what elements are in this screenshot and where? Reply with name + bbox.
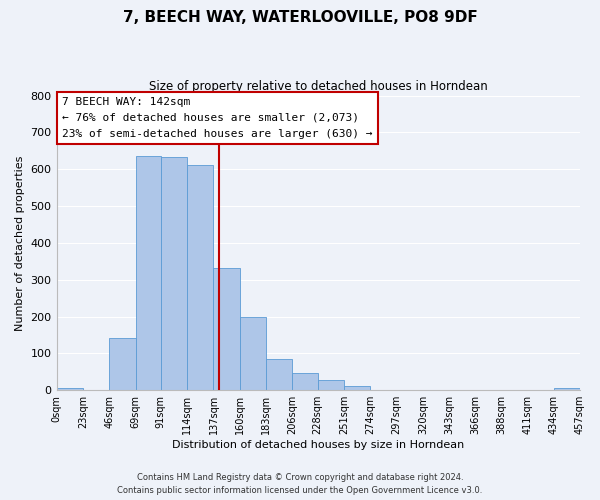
Bar (136, 156, 161, 390)
Bar (344, 386, 370, 390)
Bar (554, 388, 580, 390)
Text: 7 BEECH WAY: 142sqm
← 76% of detached houses are smaller (2,073)
23% of semi-det: 7 BEECH WAY: 142sqm ← 76% of detached ho… (62, 98, 373, 138)
Bar (214, 268, 240, 390)
Bar (187, 165, 214, 390)
Text: 7, BEECH WAY, WATERLOOVILLE, PO8 9DF: 7, BEECH WAY, WATERLOOVILLE, PO8 9DF (122, 10, 478, 25)
Text: Contains HM Land Registry data © Crown copyright and database right 2024.
Contai: Contains HM Land Registry data © Crown c… (118, 474, 482, 495)
Bar (240, 316, 266, 390)
Bar (317, 380, 344, 390)
Bar (109, 338, 136, 390)
Bar (266, 360, 292, 390)
Title: Size of property relative to detached houses in Horndean: Size of property relative to detached ho… (149, 80, 488, 93)
Bar (161, 158, 187, 390)
Y-axis label: Number of detached properties: Number of detached properties (15, 155, 25, 330)
Bar (56, 388, 83, 390)
Bar (292, 374, 317, 390)
X-axis label: Distribution of detached houses by size in Horndean: Distribution of detached houses by size … (172, 440, 464, 450)
